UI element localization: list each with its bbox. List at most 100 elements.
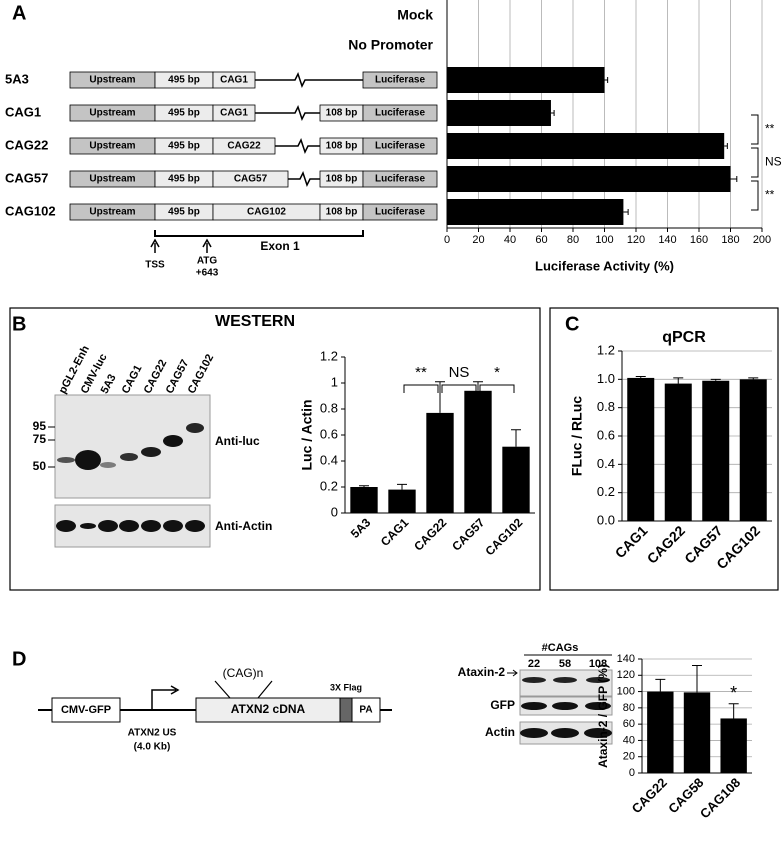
significance-bracket xyxy=(441,384,477,393)
blot-row-label: Ataxin-2 xyxy=(458,665,506,679)
bar xyxy=(739,379,767,521)
significance-bracket xyxy=(403,384,439,393)
x-tick-label: CAG22 xyxy=(411,515,449,553)
blot-band xyxy=(80,523,96,529)
x-tick-label: 0 xyxy=(444,234,450,246)
antibody-label: Anti-Actin xyxy=(215,519,272,533)
construct-linker xyxy=(255,72,363,88)
blot-band xyxy=(56,520,76,532)
construct-part-label: Upstream xyxy=(89,207,135,218)
bar xyxy=(447,199,624,225)
construct-part-label: 495 bp xyxy=(168,141,200,152)
blot-header: #CAGs xyxy=(542,642,579,654)
bar xyxy=(683,692,711,773)
x-tick-label: 40 xyxy=(504,234,516,246)
construct-part-label: Luciferase xyxy=(375,108,425,119)
construct-part-label: 495 bp xyxy=(168,174,200,185)
y-tick-label: 80 xyxy=(623,702,635,714)
lane-label: 108 xyxy=(589,658,607,670)
construct-label: (CAG)n xyxy=(223,666,264,680)
y-tick-label: 1 xyxy=(331,374,338,389)
category-label: CAG1 xyxy=(5,104,41,119)
construct-part-label: 495 bp xyxy=(168,207,200,218)
construct-label: (4.0 Kb) xyxy=(134,742,171,753)
error-bar xyxy=(748,377,759,380)
y-axis-label: Luc / Actin xyxy=(299,399,315,470)
arrow xyxy=(507,669,518,677)
x-tick-label: CAG22 xyxy=(644,522,688,566)
panel-c-frame xyxy=(549,307,779,591)
significance-label: * xyxy=(730,683,737,703)
construct-part-label: Luciferase xyxy=(375,207,425,218)
bar xyxy=(447,67,605,93)
blot-band xyxy=(57,457,75,463)
y-tick-label: 0.8 xyxy=(597,399,615,414)
panel-b-frame xyxy=(9,307,541,591)
marker-label: 75 xyxy=(33,432,47,446)
category-label: 5A3 xyxy=(5,71,29,86)
marker-label: 50 xyxy=(33,459,47,473)
lane-label: CAG102 xyxy=(186,352,217,395)
y-tick-label: 20 xyxy=(623,751,635,763)
x-tick-label: 120 xyxy=(627,234,645,246)
x-tick-label: CAG22 xyxy=(629,775,670,816)
error-bar xyxy=(710,378,721,381)
construct-part-label: CAG1 xyxy=(220,75,248,86)
blot-row-label: GFP xyxy=(490,698,515,712)
y-tick-label: 100 xyxy=(617,685,635,697)
x-tick-label: CAG102 xyxy=(482,515,525,558)
y-tick-label: 0.8 xyxy=(320,400,338,415)
construct-part-label: CAG57 xyxy=(234,174,268,185)
x-tick-label: 140 xyxy=(658,234,676,246)
bar xyxy=(502,446,530,513)
atg-position: +643 xyxy=(196,268,219,279)
exon-label: Exon 1 xyxy=(260,239,300,253)
bar xyxy=(464,390,492,513)
y-tick-label: 0.2 xyxy=(320,478,338,493)
panel-letter: D xyxy=(12,648,26,670)
blot-row-label: Actin xyxy=(485,725,515,739)
blot-band xyxy=(584,728,612,738)
blot-band xyxy=(163,520,183,532)
y-axis-label: FLuc / RLuc xyxy=(569,396,585,476)
blot-band xyxy=(163,435,183,447)
error-bar xyxy=(397,483,407,490)
construct-part-label: 495 bp xyxy=(168,108,200,119)
bar xyxy=(647,691,674,773)
construct-box xyxy=(212,104,256,122)
construct-part-label: Upstream xyxy=(89,108,135,119)
construct-part-label: Upstream xyxy=(89,174,135,185)
blot-band xyxy=(522,677,546,683)
category-label: Mock xyxy=(397,7,433,23)
x-axis-label: Luciferase Activity (%) xyxy=(535,258,674,273)
construct-box xyxy=(362,203,438,221)
bar xyxy=(447,100,551,126)
lane-label: 5A3 xyxy=(99,372,119,395)
construct-part-label: 108 bp xyxy=(326,108,358,119)
tss-label: TSS xyxy=(145,260,165,271)
error-bar xyxy=(655,678,666,692)
significance-label: NS xyxy=(449,364,470,381)
y-tick-label: 0 xyxy=(629,767,635,779)
construct-label: 3X Flag xyxy=(330,682,362,692)
blot-band xyxy=(586,677,610,683)
panel-letter: C xyxy=(565,313,579,335)
blot-band xyxy=(100,462,116,468)
blot xyxy=(54,394,211,499)
construct-part-label: Upstream xyxy=(89,75,135,86)
y-tick-label: 0.4 xyxy=(597,456,615,471)
significance-bracket xyxy=(751,180,759,211)
blot-band xyxy=(552,702,578,710)
x-tick-label: 20 xyxy=(472,234,484,246)
error-bar xyxy=(604,77,609,83)
construct-box xyxy=(212,170,289,188)
repeat-insert xyxy=(214,680,273,699)
y-tick-label: 40 xyxy=(623,734,635,746)
error-bar xyxy=(728,703,739,719)
category-label: CAG22 xyxy=(5,137,48,152)
lane-label: CAG1 xyxy=(120,363,145,396)
bar xyxy=(627,377,655,521)
chart-title: qPCR xyxy=(662,329,706,346)
bar xyxy=(664,383,692,521)
construct-box xyxy=(212,137,276,155)
